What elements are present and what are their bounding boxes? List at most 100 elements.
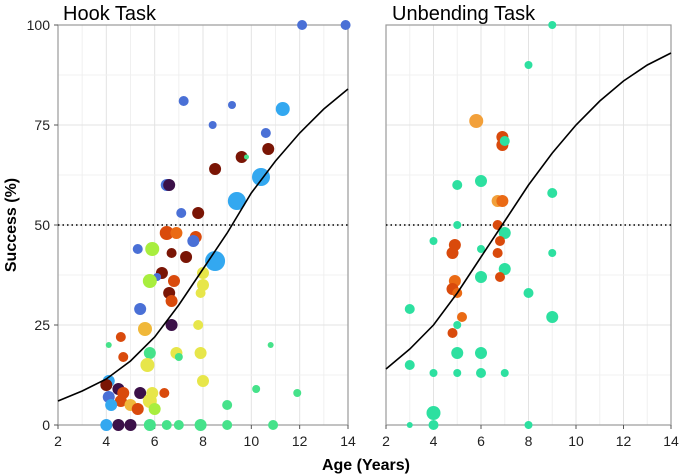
data-point (124, 419, 137, 431)
fit-curve (57, 88, 349, 402)
data-point (142, 274, 157, 288)
data-point (475, 175, 487, 187)
data-point (428, 420, 439, 430)
data-point (173, 420, 184, 430)
data-point (495, 236, 505, 246)
data-point (498, 227, 511, 239)
data-point (267, 342, 274, 348)
data-point (453, 221, 462, 229)
data-point (145, 242, 160, 256)
data-point (105, 342, 112, 348)
data-point (197, 375, 209, 387)
data-point (404, 304, 415, 314)
data-point (197, 267, 209, 279)
data-point (105, 399, 118, 411)
data-point (166, 248, 177, 258)
panel-title-unbending-task: Unbending Task (392, 3, 536, 25)
data-point (174, 353, 183, 361)
data-point (451, 347, 464, 359)
x-tick-label: 14 (663, 433, 679, 449)
y-tick-label: 0 (42, 417, 50, 433)
data-point (148, 403, 161, 415)
x-tick-label: 6 (477, 433, 485, 449)
y-tick-label: 75 (34, 117, 50, 133)
data-point (475, 347, 487, 359)
data-point (469, 114, 484, 128)
data-point (500, 369, 509, 377)
data-point (140, 358, 155, 372)
data-point (275, 102, 290, 116)
data-point (209, 163, 222, 175)
panel-unbending-task: Unbending Task 2 4 6 8 10 12 14 (382, 3, 679, 449)
data-point (193, 320, 204, 330)
data-point (548, 21, 557, 29)
data-point (115, 332, 126, 342)
data-point (170, 227, 183, 239)
x-tick-label: 10 (568, 433, 584, 449)
data-point (161, 420, 172, 430)
data-point (426, 406, 441, 420)
data-point (112, 419, 125, 431)
x-tick-label: 14 (340, 433, 356, 449)
x-tick-label: 12 (616, 433, 632, 449)
data-point (293, 389, 302, 397)
data-point (165, 319, 178, 331)
data-point (235, 151, 248, 163)
data-point (499, 136, 510, 146)
data-point (159, 226, 174, 240)
data-point (252, 168, 270, 186)
x-axis-label: Age (Years) (322, 457, 410, 474)
data-point (194, 419, 207, 431)
data-point (138, 322, 152, 336)
data-point (523, 288, 534, 298)
data-point (477, 245, 485, 253)
data-point (495, 272, 505, 282)
data-point (496, 195, 509, 207)
x-tick-label: 8 (199, 433, 207, 449)
data-point (546, 311, 559, 323)
data-point (453, 321, 462, 329)
data-point (197, 279, 209, 291)
y-axis-label: Success (%) (3, 178, 20, 272)
data-point (262, 143, 275, 155)
data-point (268, 420, 279, 430)
data-point (452, 180, 463, 190)
x-tick-label: 2 (382, 433, 390, 449)
data-point (404, 360, 415, 370)
data-point (178, 96, 189, 106)
data-point (205, 251, 226, 271)
data-point (447, 328, 458, 338)
data-point (297, 20, 308, 30)
data-point (159, 388, 170, 398)
data-point (187, 235, 200, 247)
x-tick-label: 10 (244, 433, 260, 449)
data-point (194, 347, 207, 359)
data-point (446, 247, 459, 259)
x-tick-label: 8 (525, 433, 533, 449)
data-point (222, 400, 233, 410)
data-point (457, 312, 467, 322)
data-point (180, 251, 193, 263)
x-tick-label: 2 (54, 433, 62, 449)
data-point (168, 275, 180, 287)
data-point (114, 395, 127, 407)
data-point (252, 385, 261, 393)
data-point (176, 208, 187, 218)
data-point (492, 248, 503, 258)
y-tick-label: 100 (27, 17, 51, 33)
data-point (165, 295, 178, 307)
panel-title-hook-task: Hook Task (63, 3, 157, 25)
fit-curve (385, 52, 672, 370)
x-tick-label: 6 (151, 433, 159, 449)
data-point (100, 379, 113, 391)
data-point (143, 347, 156, 359)
data-point (222, 420, 233, 430)
data-point (429, 237, 438, 245)
data-point (227, 192, 246, 210)
data-point (228, 101, 236, 109)
data-point (548, 249, 557, 257)
data-point (476, 368, 486, 378)
data-point (192, 207, 205, 219)
data-point (429, 369, 438, 377)
